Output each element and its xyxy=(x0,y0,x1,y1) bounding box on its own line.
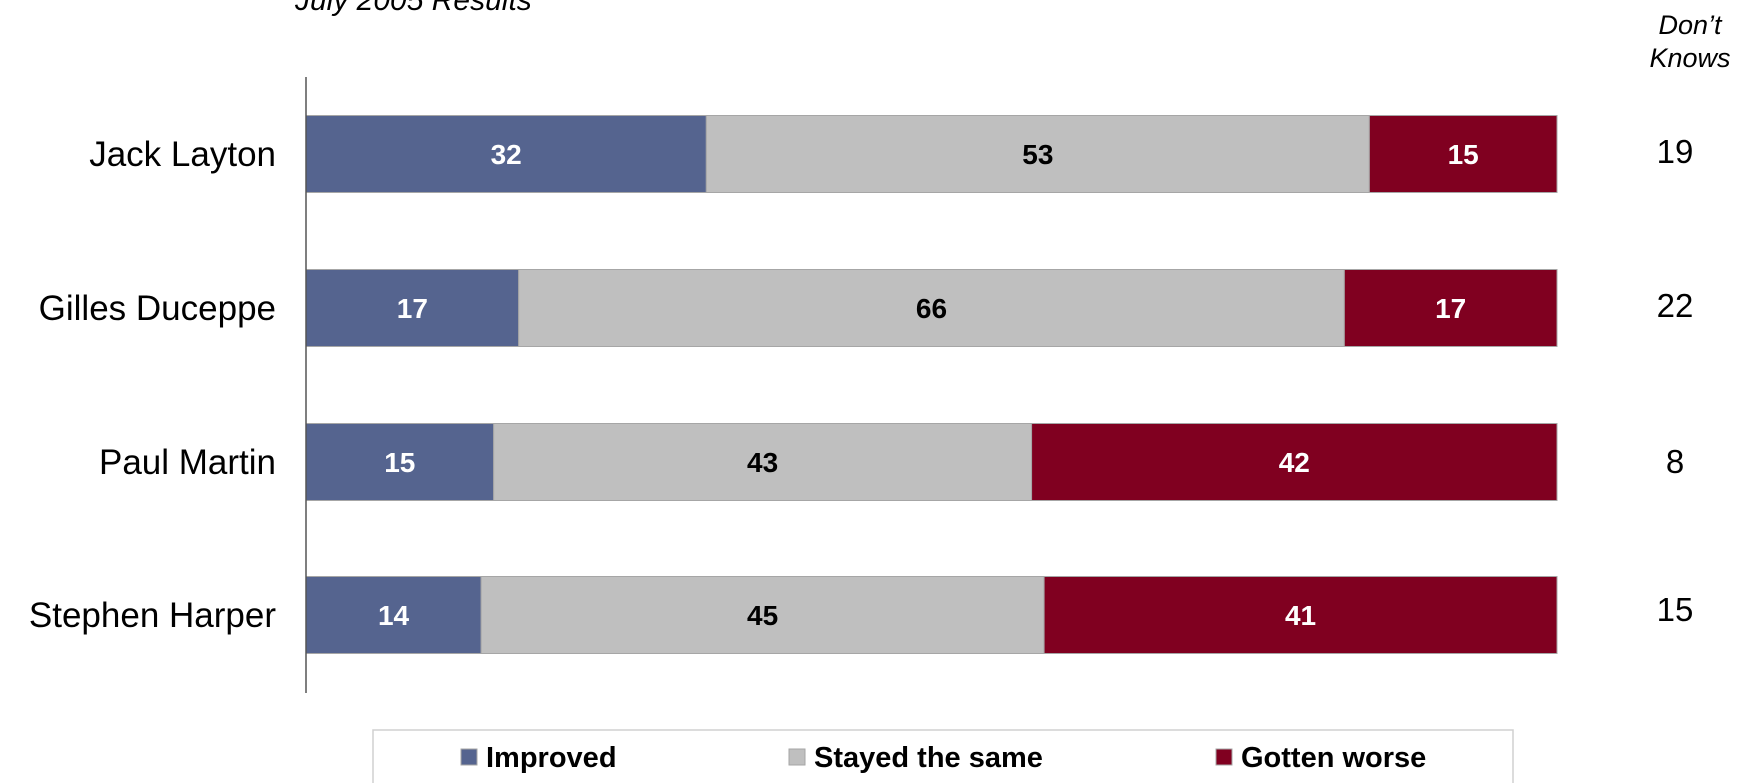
dont-knows-header-line2: Knows xyxy=(1649,43,1730,73)
bar-stephen-harper-improved xyxy=(305,576,482,654)
bar-gilles-duceppe-gotten-worse xyxy=(1343,269,1558,347)
data-label-paul-martin-stayed-the-same: 43 xyxy=(747,447,778,478)
bar-jack-layton-gotten-worse xyxy=(1368,115,1558,193)
dont-knows-value-jack-layton: 19 xyxy=(1657,133,1694,170)
legend-swatch-gotten-worse xyxy=(1215,748,1233,766)
data-label-jack-layton-stayed-the-same: 53 xyxy=(1022,139,1053,170)
category-label-stephen-harper: Stephen Harper xyxy=(29,596,276,635)
legend: Improved Stayed the same Gotten worse xyxy=(372,729,1514,783)
category-label-paul-martin: Paul Martin xyxy=(99,443,276,482)
data-label-paul-martin-gotten-worse: 42 xyxy=(1279,447,1310,478)
legend-swatch-improved xyxy=(460,748,478,766)
dont-knows-value-paul-martin: 8 xyxy=(1666,443,1684,480)
legend-label-gotten-worse: Gotten worse xyxy=(1241,742,1426,774)
dont-knows-header-line1: Don’t xyxy=(1658,10,1723,40)
data-label-gilles-duceppe-improved: 17 xyxy=(397,293,428,324)
data-label-gilles-duceppe-stayed-the-same: 66 xyxy=(916,293,947,324)
bar-paul-martin-gotten-worse xyxy=(1031,423,1558,501)
legend-swatch-stayed-the-same xyxy=(788,748,806,766)
bar-paul-martin-improved xyxy=(305,423,495,501)
legend-frame xyxy=(372,729,1514,783)
data-label-gilles-duceppe-gotten-worse: 17 xyxy=(1435,293,1466,324)
category-label-jack-layton: Jack Layton xyxy=(89,135,276,174)
dont-knows-values: 19 22 8 15 xyxy=(1657,133,1694,628)
bar-stephen-harper-gotten-worse xyxy=(1043,576,1558,654)
bar-jack-layton-stayed-the-same xyxy=(705,115,1370,193)
data-label-stephen-harper-gotten-worse: 41 xyxy=(1285,600,1316,631)
data-label-paul-martin-improved: 15 xyxy=(384,447,415,478)
bar-jack-layton-improved xyxy=(305,115,707,193)
legend-label-improved: Improved xyxy=(486,742,617,774)
category-labels: Jack Layton Gilles Duceppe Paul Martin Step… xyxy=(29,135,276,635)
data-label-stephen-harper-stayed-the-same: 45 xyxy=(747,600,778,631)
data-label-jack-layton-gotten-worse: 15 xyxy=(1448,139,1479,170)
dont-knows-value-gilles-duceppe: 22 xyxy=(1657,287,1694,324)
bar-paul-martin-stayed-the-same xyxy=(493,423,1033,501)
data-label-stephen-harper-improved: 14 xyxy=(378,600,410,631)
dont-knows-value-stephen-harper: 15 xyxy=(1657,591,1694,628)
bar-gilles-duceppe-improved xyxy=(305,269,520,347)
data-label-jack-layton-improved: 32 xyxy=(491,139,522,170)
legend-label-stayed-the-same: Stayed the same xyxy=(814,742,1043,774)
category-label-gilles-duceppe: Gilles Duceppe xyxy=(39,289,276,328)
bar-gilles-duceppe-stayed-the-same xyxy=(518,269,1345,347)
bar-group: 32 53 15 17 66 17 15 43 42 14 45 41 xyxy=(305,115,1558,654)
chart-subtitle: July 2005 Results xyxy=(294,0,532,17)
